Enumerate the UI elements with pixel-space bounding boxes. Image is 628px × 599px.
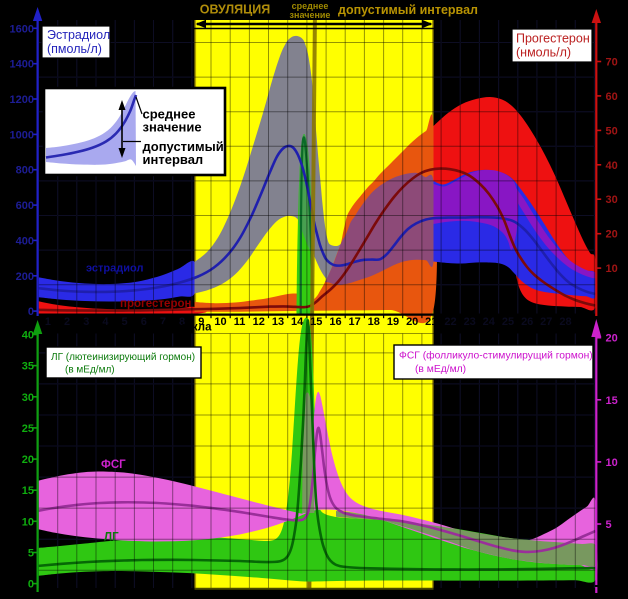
svg-text:25: 25 xyxy=(502,316,514,328)
svg-text:эстрадиол: эстрадиол xyxy=(86,263,143,275)
svg-text:19: 19 xyxy=(387,316,399,328)
svg-text:Эстрадиол: Эстрадиол xyxy=(47,28,110,42)
svg-text:400: 400 xyxy=(16,235,34,247)
svg-text:ЛГ: ЛГ xyxy=(104,532,119,544)
svg-text:среднее: среднее xyxy=(292,1,329,11)
svg-text:1: 1 xyxy=(45,316,51,328)
svg-text:ОВУЛЯЦИЯ: ОВУЛЯЦИЯ xyxy=(200,3,270,17)
svg-text:(пмоль/л): (пмоль/л) xyxy=(47,42,102,56)
svg-text:10: 10 xyxy=(606,457,618,469)
svg-text:ЛГ (лютеинизирующий гормон): ЛГ (лютеинизирующий гормон) xyxy=(51,352,195,363)
svg-text:20: 20 xyxy=(22,454,34,466)
svg-text:2: 2 xyxy=(64,316,70,328)
svg-text:7: 7 xyxy=(160,316,166,328)
svg-text:40: 40 xyxy=(606,160,618,172)
svg-text:3: 3 xyxy=(83,316,89,328)
svg-text:18: 18 xyxy=(368,316,380,328)
svg-text:(в мЕд/мл): (в мЕд/мл) xyxy=(65,364,115,375)
svg-text:10: 10 xyxy=(606,263,618,275)
svg-text:16: 16 xyxy=(329,316,341,328)
svg-text:интервал: интервал xyxy=(143,152,204,167)
svg-text:70: 70 xyxy=(606,57,618,69)
svg-text:1200: 1200 xyxy=(10,94,34,106)
svg-text:5: 5 xyxy=(122,316,128,328)
svg-text:20: 20 xyxy=(406,316,418,328)
svg-text:10: 10 xyxy=(22,516,34,528)
svg-text:22: 22 xyxy=(444,316,456,328)
svg-text:15: 15 xyxy=(310,316,322,328)
svg-text:26: 26 xyxy=(521,316,533,328)
svg-text:35: 35 xyxy=(22,361,34,373)
svg-text:допустимый интервал: допустимый интервал xyxy=(338,3,478,17)
svg-text:20: 20 xyxy=(606,229,618,241)
svg-text:60: 60 xyxy=(606,91,618,103)
svg-text:(в мЕд/мл): (в мЕд/мл) xyxy=(415,364,466,375)
svg-text:ФСГ (фолликуло-стимулирущий го: ФСГ (фолликуло-стимулирущий гормон) xyxy=(399,349,593,361)
svg-text:40: 40 xyxy=(22,330,34,342)
svg-text:(нмоль/л): (нмоль/л) xyxy=(516,46,571,60)
svg-text:1000: 1000 xyxy=(10,129,34,141)
svg-text:800: 800 xyxy=(16,165,34,177)
svg-text:6: 6 xyxy=(141,316,147,328)
svg-text:8: 8 xyxy=(179,316,185,328)
svg-text:12: 12 xyxy=(253,316,265,328)
svg-text:11: 11 xyxy=(234,316,246,328)
svg-text:23: 23 xyxy=(464,316,476,328)
svg-text:200: 200 xyxy=(16,271,34,283)
svg-text:21: 21 xyxy=(425,316,437,328)
svg-text:9: 9 xyxy=(198,316,204,328)
svg-text:среднее: среднее xyxy=(143,107,196,122)
svg-text:30: 30 xyxy=(22,392,34,404)
svg-text:прогестерон: прогестерон xyxy=(120,298,192,310)
svg-text:5: 5 xyxy=(28,548,34,560)
svg-text:4: 4 xyxy=(102,316,109,328)
svg-text:30: 30 xyxy=(606,194,618,206)
svg-text:1400: 1400 xyxy=(10,59,34,71)
svg-text:25: 25 xyxy=(22,423,34,435)
svg-text:15: 15 xyxy=(606,395,618,407)
svg-text:14: 14 xyxy=(291,316,304,328)
svg-text:20: 20 xyxy=(606,333,618,345)
svg-text:28: 28 xyxy=(559,316,571,328)
svg-text:0: 0 xyxy=(28,306,34,318)
svg-text:ФСГ: ФСГ xyxy=(101,459,126,471)
svg-text:50: 50 xyxy=(606,125,618,137)
svg-text:24: 24 xyxy=(483,316,496,328)
svg-text:17: 17 xyxy=(348,316,360,328)
svg-text:значение: значение xyxy=(143,120,202,135)
svg-text:1600: 1600 xyxy=(10,23,34,35)
svg-text:15: 15 xyxy=(22,485,34,497)
svg-text:5: 5 xyxy=(606,519,612,531)
svg-text:13: 13 xyxy=(272,316,284,328)
svg-text:600: 600 xyxy=(16,200,34,212)
svg-text:допустимый: допустимый xyxy=(143,139,224,154)
svg-text:10: 10 xyxy=(214,316,226,328)
svg-text:Прогестерон: Прогестерон xyxy=(516,32,590,46)
svg-text:0: 0 xyxy=(28,579,34,591)
svg-text:значение: значение xyxy=(290,10,331,20)
svg-text:27: 27 xyxy=(540,316,552,328)
svg-text:дни цикла: дни цикла xyxy=(153,322,212,334)
